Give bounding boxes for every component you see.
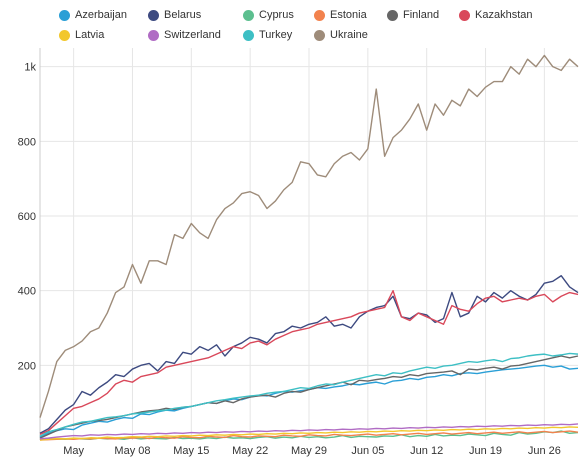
legend-swatch [148,29,159,41]
legend-item-switzerland[interactable]: Switzerland [148,29,221,41]
legend: Azerbaijan Belarus Cyprus Estonia Finland Kaz… [0,0,582,48]
series-lines [39,54,579,441]
y-tick-label: 400 [18,286,36,298]
series-line-estonia[interactable] [39,430,579,441]
legend-label: Finland [403,9,440,21]
y-tick-label: 200 [18,360,36,372]
series-line-latvia[interactable] [39,426,579,441]
y-tick-label: 800 [18,136,36,148]
legend-item-belarus[interactable]: Belarus [148,9,201,21]
legend-label: Estonia [330,9,367,21]
legend-swatch [243,9,254,21]
legend-swatch [243,29,254,41]
x-tick-label: May 08 [114,445,150,457]
legend-swatch [59,29,70,41]
legend-swatch [314,9,325,21]
legend-swatch [459,9,470,21]
legend-label: Azerbaijan [75,9,127,21]
legend-label: Turkey [259,29,293,41]
x-tick-label: May 29 [291,445,327,457]
grid [40,48,578,440]
legend-item-latvia[interactable]: Latvia [59,29,104,41]
legend-label: Switzerland [164,29,221,41]
y-tick-label: 1k [24,62,36,74]
series-line-switzerland[interactable] [39,423,579,440]
series-line-turkey[interactable] [39,352,579,437]
x-tick-label: Jun 12 [410,445,443,457]
legend-label: Cyprus [259,9,294,21]
x-tick-label: Jun 05 [351,445,384,457]
x-tick-label: May [63,445,84,457]
legend-label: Latvia [75,29,105,41]
legend-label: Belarus [164,9,202,21]
legend-item-finland[interactable]: Finland [387,9,439,21]
legend-item-ukraine[interactable]: Ukraine [314,29,368,41]
legend-item-turkey[interactable]: Turkey [243,29,292,41]
legend-swatch [314,29,325,41]
legend-label: Kazakhstan [475,9,533,21]
legend-swatch [387,9,398,21]
series-line-kazakhstan[interactable] [39,289,579,436]
y-tick-label: 600 [18,211,36,223]
legend-item-azerbaijan[interactable]: Azerbaijan [59,9,127,21]
legend-item-kazakhstan[interactable]: Kazakhstan [459,9,532,21]
legend-item-estonia[interactable]: Estonia [314,9,367,21]
series-line-belarus[interactable] [39,275,579,434]
x-tick-label: Jun 26 [528,445,561,457]
legend-label: Ukraine [330,29,368,41]
legend-swatch [59,9,70,21]
x-tick-label: May 15 [173,445,209,457]
x-tick-label: Jun 19 [469,445,502,457]
legend-item-cyprus[interactable]: Cyprus [243,9,294,21]
x-tick-label: May 22 [232,445,268,457]
series-line-ukraine[interactable] [39,54,579,418]
legend-swatch [148,9,159,21]
